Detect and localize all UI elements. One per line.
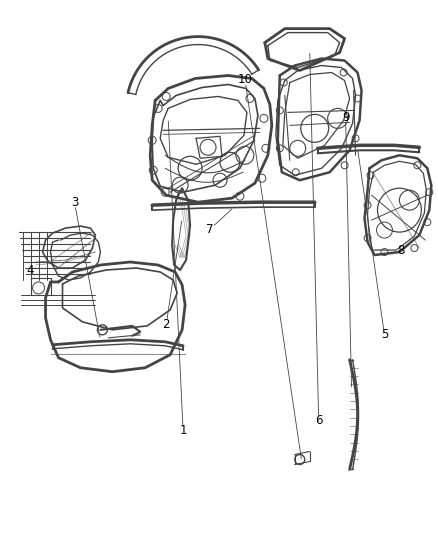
Text: 8: 8	[398, 244, 405, 256]
Text: 7: 7	[206, 223, 214, 236]
Text: 2: 2	[162, 318, 170, 332]
Text: 10: 10	[237, 73, 252, 86]
Text: 9: 9	[342, 111, 350, 124]
Text: 6: 6	[315, 414, 322, 427]
Text: 4: 4	[27, 264, 34, 278]
Text: 1: 1	[180, 424, 187, 437]
Text: 3: 3	[71, 196, 78, 208]
Text: 5: 5	[381, 328, 388, 341]
